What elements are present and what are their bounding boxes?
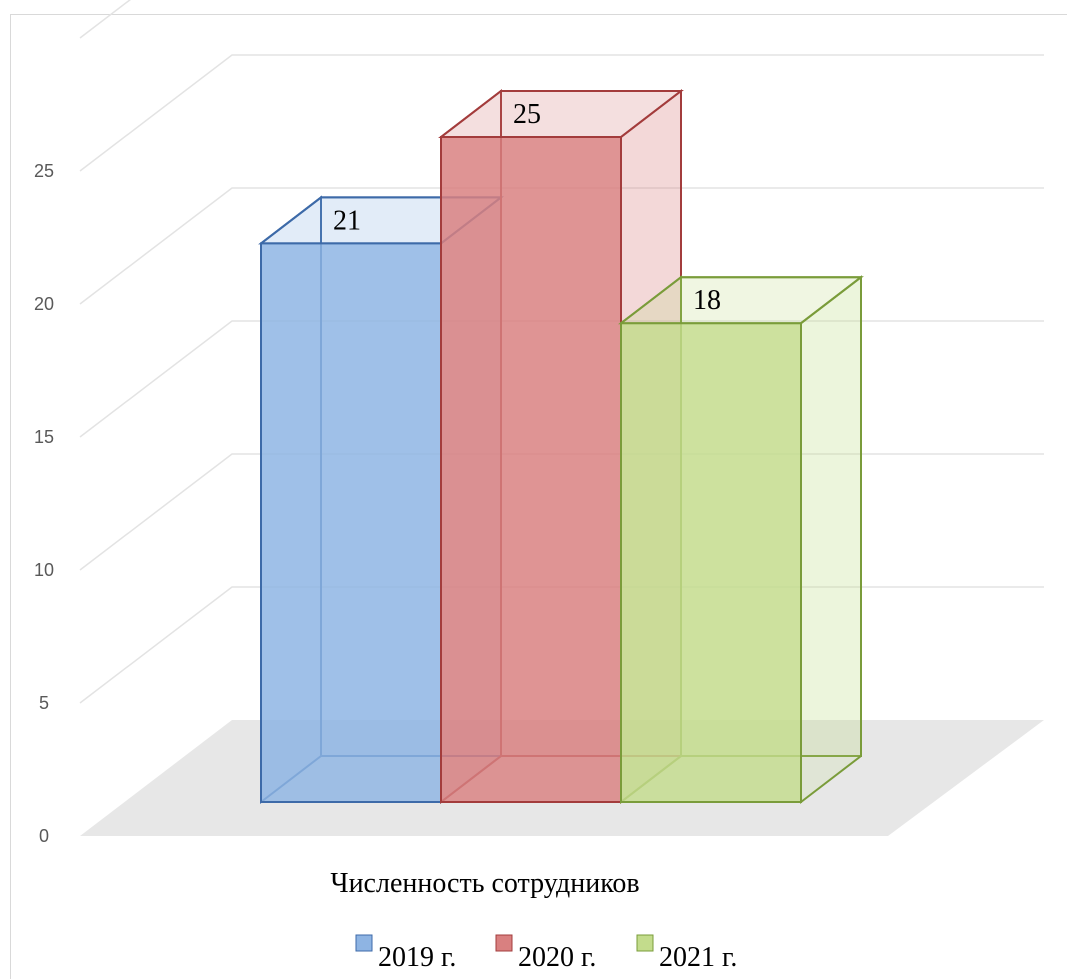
legend-label: 2021 г. (659, 942, 737, 973)
legend-swatch (636, 934, 654, 952)
data-label: 21 (333, 205, 361, 236)
bar-front-face (260, 242, 442, 803)
chart-frame (10, 14, 1067, 979)
gridline (79, 0, 132, 39)
y-tick-label: 10 (34, 560, 54, 580)
y-tick-label: 20 (34, 294, 54, 314)
legend-swatch (495, 934, 513, 952)
bar-3 (618, 275, 864, 805)
bar-front-face (440, 136, 622, 803)
legend-label: 2019 г. (378, 942, 456, 973)
data-label: 18 (693, 285, 721, 316)
data-label: 25 (513, 99, 541, 130)
bar-right-face (800, 275, 862, 805)
legend-swatch (355, 934, 373, 952)
y-tick-label: 5 (39, 693, 49, 713)
legend-label: 2020 г. (518, 942, 596, 973)
y-tick-label: 0 (39, 826, 49, 846)
gridline (79, 54, 1044, 172)
category-label: Численность сотрудников (330, 868, 639, 899)
gridline (79, 320, 1044, 438)
y-tick-label: 25 (34, 161, 54, 181)
y-tick-label: 15 (34, 427, 54, 447)
bar-front-face (620, 322, 802, 803)
gridline (79, 187, 1044, 305)
